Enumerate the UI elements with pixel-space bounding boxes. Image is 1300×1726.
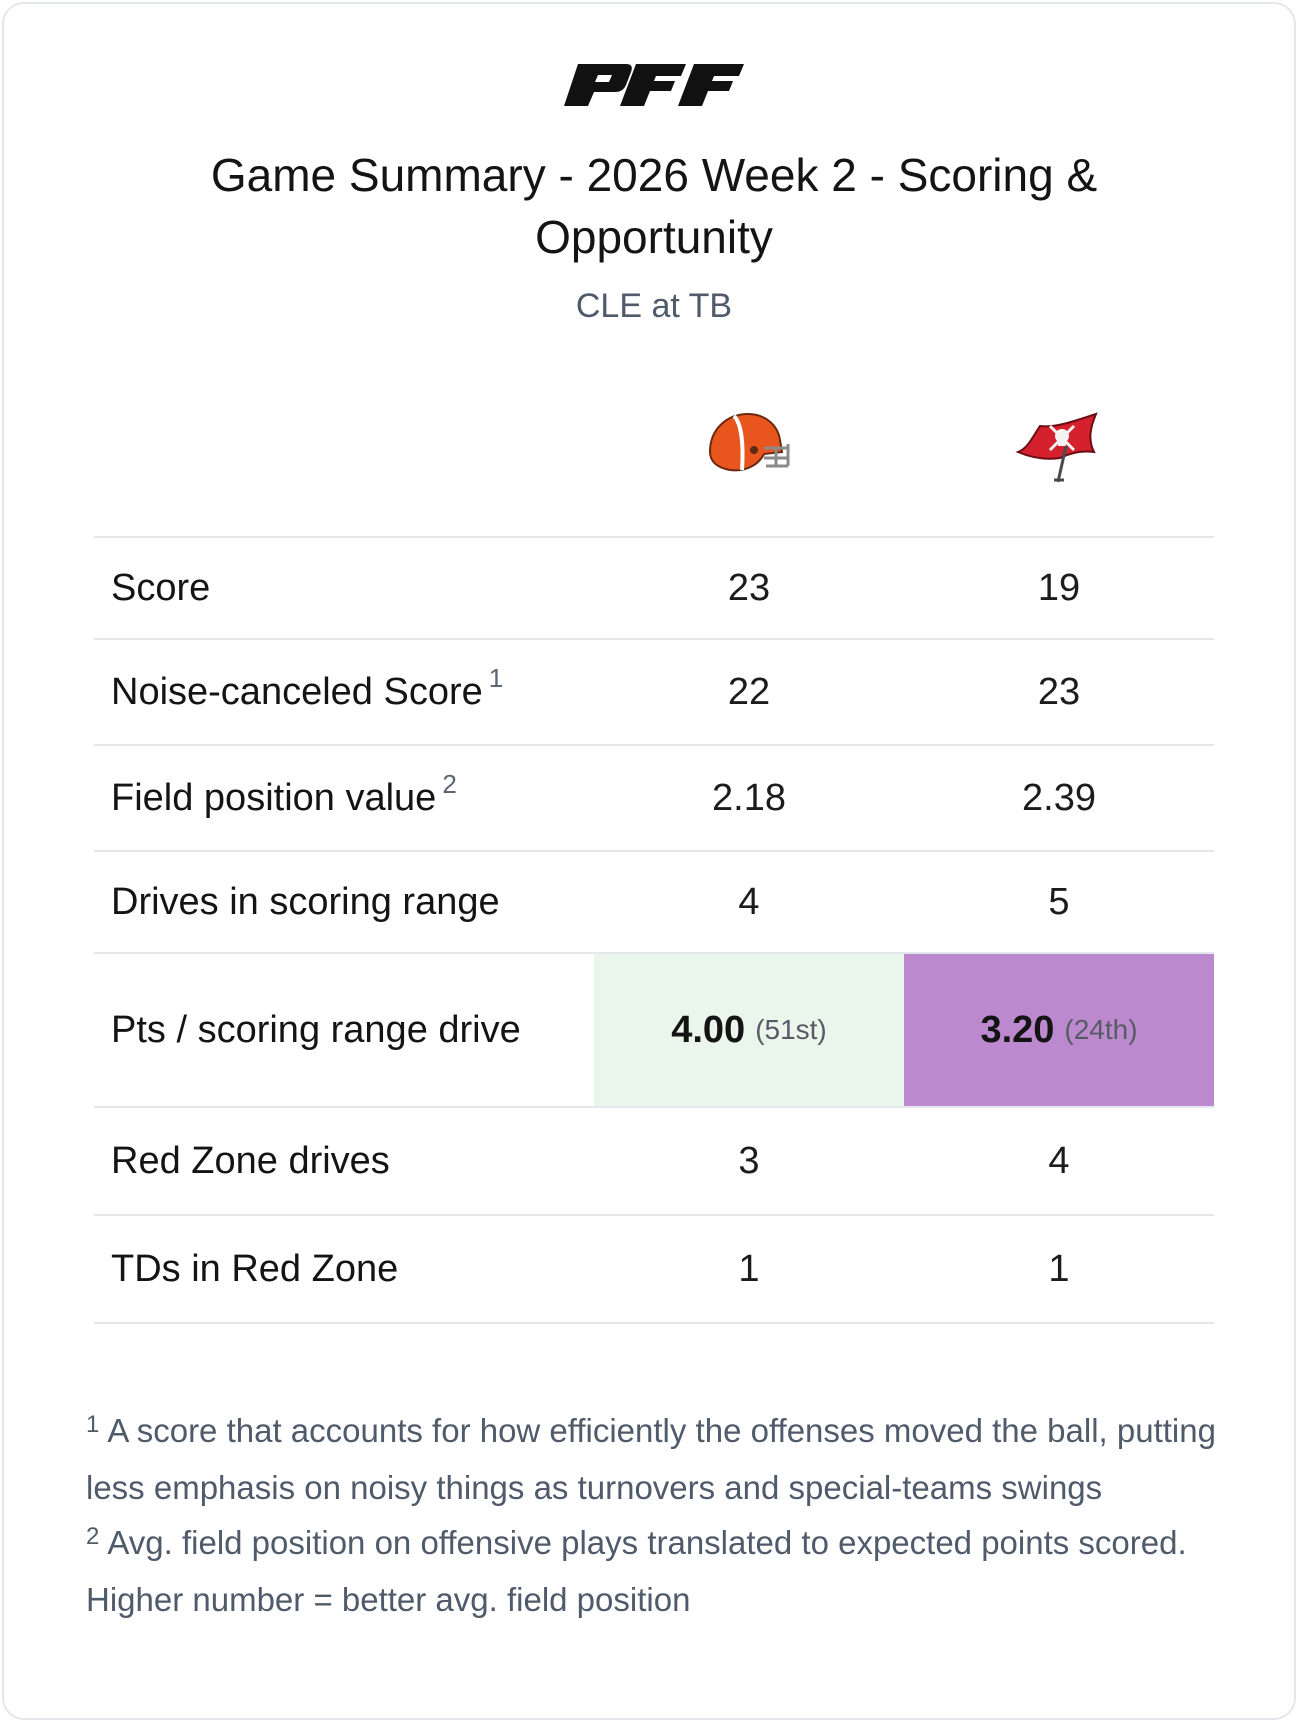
row-label: Field position value 2 <box>94 746 594 850</box>
footnote-number: 1 <box>86 1411 100 1438</box>
home-value: 23 <box>1037 670 1081 713</box>
table-row: Drives in scoring range 4 5 <box>94 852 1214 954</box>
footnote-number: 2 <box>86 1523 100 1550</box>
table-row: Red Zone drives 3 4 <box>94 1108 1214 1216</box>
matchup-subtitle: CLE at TB <box>575 287 733 325</box>
home-value: 4 <box>1048 1139 1070 1182</box>
home-value: 1 <box>1048 1247 1070 1290</box>
home-value: 3.20 (24th) <box>904 954 1214 1106</box>
away-pts-per-drive: 4.00 <box>671 1008 746 1051</box>
row-label: Score <box>111 567 211 609</box>
away-value: 1 <box>738 1247 760 1290</box>
away-value: 22 <box>727 670 771 713</box>
away-value: 3 <box>738 1139 760 1182</box>
away-value: 4.00 (51st) <box>594 954 904 1106</box>
row-label: Pts / scoring range drive <box>111 1009 521 1051</box>
home-pts-per-drive: 3.20 <box>980 1008 1055 1051</box>
home-value: 19 <box>1037 566 1081 609</box>
row-label: TDs in Red Zone <box>111 1248 399 1290</box>
table-row: Score 23 19 <box>94 538 1214 640</box>
away-value: 23 <box>727 566 771 609</box>
away-rank: (51st) <box>755 1014 827 1045</box>
row-label: Red Zone drives <box>111 1140 390 1182</box>
footnote-marker: 1 <box>488 663 504 693</box>
table-row: Pts / scoring range drive 4.00 (51st) 3.… <box>94 954 1214 1108</box>
stats-table: Score 23 19 Noise-canceled Score 1 22 23 … <box>94 536 1214 1324</box>
buccaneers-flag-icon <box>1014 408 1104 488</box>
away-value: 4 <box>738 880 760 923</box>
browns-helmet-icon <box>704 408 794 488</box>
table-row: TDs in Red Zone 1 1 <box>94 1216 1214 1324</box>
home-value: 2.39 <box>1022 776 1096 819</box>
page-title: Game Summary - 2026 Week 2 - Scoring & O… <box>210 149 1098 263</box>
footnote-marker: 2 <box>442 769 457 799</box>
home-rank: (24th) <box>1064 1014 1138 1045</box>
row-label: Noise-canceled Score 1 <box>94 640 594 744</box>
home-value: 5 <box>1048 880 1070 923</box>
footnote-text: Avg. field position on offensive plays t… <box>86 1524 1187 1618</box>
row-label: Drives in scoring range <box>111 881 500 923</box>
away-value: 2.18 <box>712 776 786 819</box>
table-row: Field position value 2 2.18 2.39 <box>94 746 1214 852</box>
footnote-text: A score that accounts for how efficientl… <box>86 1412 1216 1506</box>
footnote: 2 Avg. field position on offensive plays … <box>86 1516 1226 1626</box>
pff-logo <box>564 62 744 108</box>
table-row: Noise-canceled Score 1 22 23 <box>94 640 1214 746</box>
